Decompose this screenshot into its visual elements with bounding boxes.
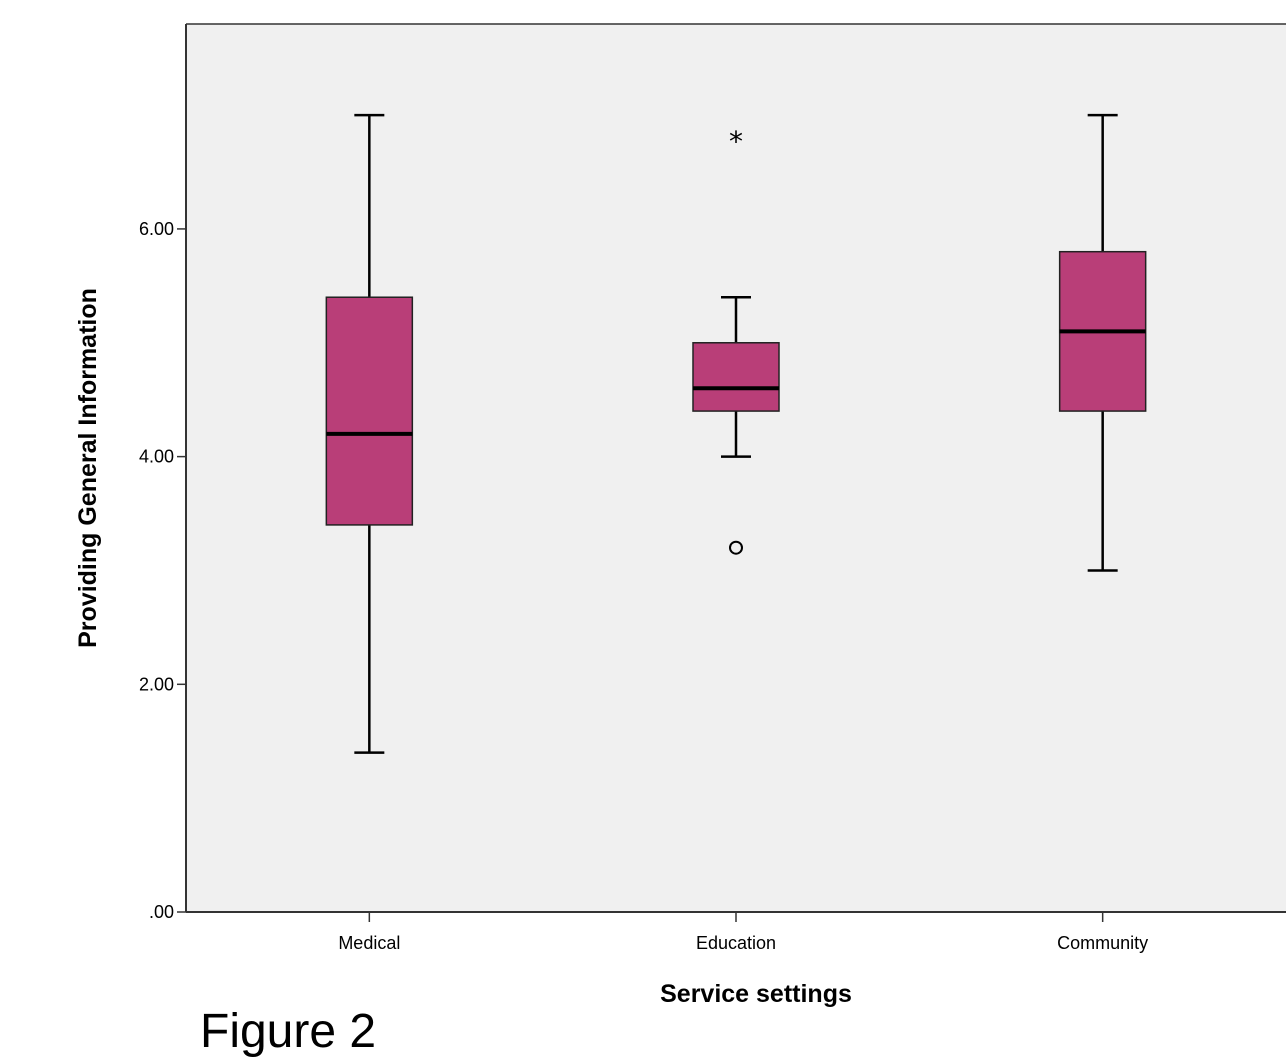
x-tick-label: Education bbox=[696, 933, 776, 953]
x-tick-label: Community bbox=[1057, 933, 1148, 953]
x-tick-label: Medical bbox=[338, 933, 400, 953]
y-tick-label: 6.00 bbox=[139, 219, 174, 239]
box-iqr bbox=[692, 342, 780, 412]
axes: .00 2.00 4.00 6.00 Medical Education Community bbox=[139, 23, 1286, 953]
y-axis-title: Providing General Information bbox=[74, 288, 102, 648]
extreme-point: * bbox=[729, 125, 743, 158]
x-axis-title: Service settings bbox=[660, 980, 852, 1008]
figure-caption: Figure 2 bbox=[200, 1005, 377, 1058]
y-tick-label: .00 bbox=[149, 902, 174, 922]
outlier-point bbox=[729, 540, 743, 555]
box-education: * bbox=[692, 125, 780, 555]
box-series: * bbox=[325, 113, 1147, 754]
box-iqr bbox=[325, 296, 414, 526]
box-community bbox=[1058, 113, 1147, 572]
boxplot-chart: .00 2.00 4.00 6.00 Medical Education Community… bbox=[74, 23, 1286, 1008]
y-tick-label: 2.00 bbox=[139, 674, 174, 694]
y-tick-label: 4.00 bbox=[139, 447, 174, 467]
box-medical bbox=[325, 113, 414, 754]
